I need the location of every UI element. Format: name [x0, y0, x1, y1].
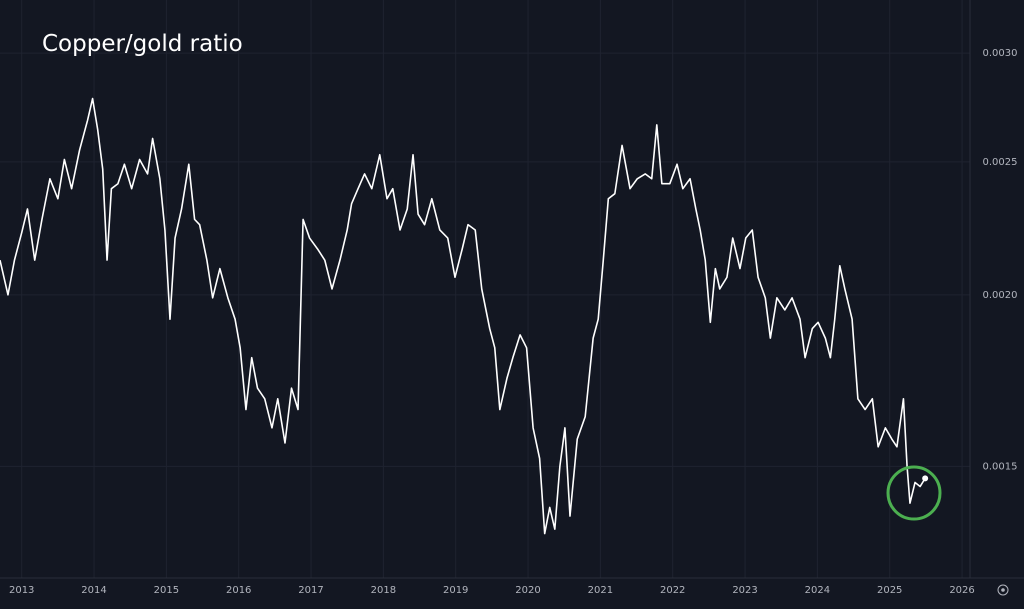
settings-icon-dot	[1001, 588, 1005, 592]
y-tick-label: 0.0025	[983, 157, 1018, 168]
highlight-circle	[886, 465, 942, 521]
x-tick-label: 2013	[9, 585, 34, 596]
x-tick-label: 2024	[805, 585, 830, 596]
settings-icon[interactable]	[997, 584, 1009, 596]
x-tick-label: 2019	[443, 585, 468, 596]
last-point	[922, 475, 929, 482]
x-tick-label: 2025	[877, 585, 902, 596]
plot	[0, 97, 929, 535]
y-tick-label: 0.0015	[983, 461, 1018, 472]
data-line	[0, 97, 926, 535]
x-tick-label: 2017	[298, 585, 323, 596]
x-tick-label: 2021	[588, 585, 613, 596]
chart-title: Copper/gold ratio	[42, 31, 243, 57]
y-tick-label: 0.0030	[983, 48, 1018, 59]
x-tick-label: 2020	[515, 585, 540, 596]
y-tick-label: 0.0020	[983, 290, 1018, 301]
x-tick-label: 2015	[154, 585, 179, 596]
x-tick-label: 2016	[226, 585, 251, 596]
x-tick-label: 2014	[81, 585, 106, 596]
x-tick-label: 2022	[660, 585, 685, 596]
x-tick-label: 2026	[949, 585, 974, 596]
x-tick-label: 2018	[371, 585, 396, 596]
x-tick-label: 2023	[732, 585, 757, 596]
